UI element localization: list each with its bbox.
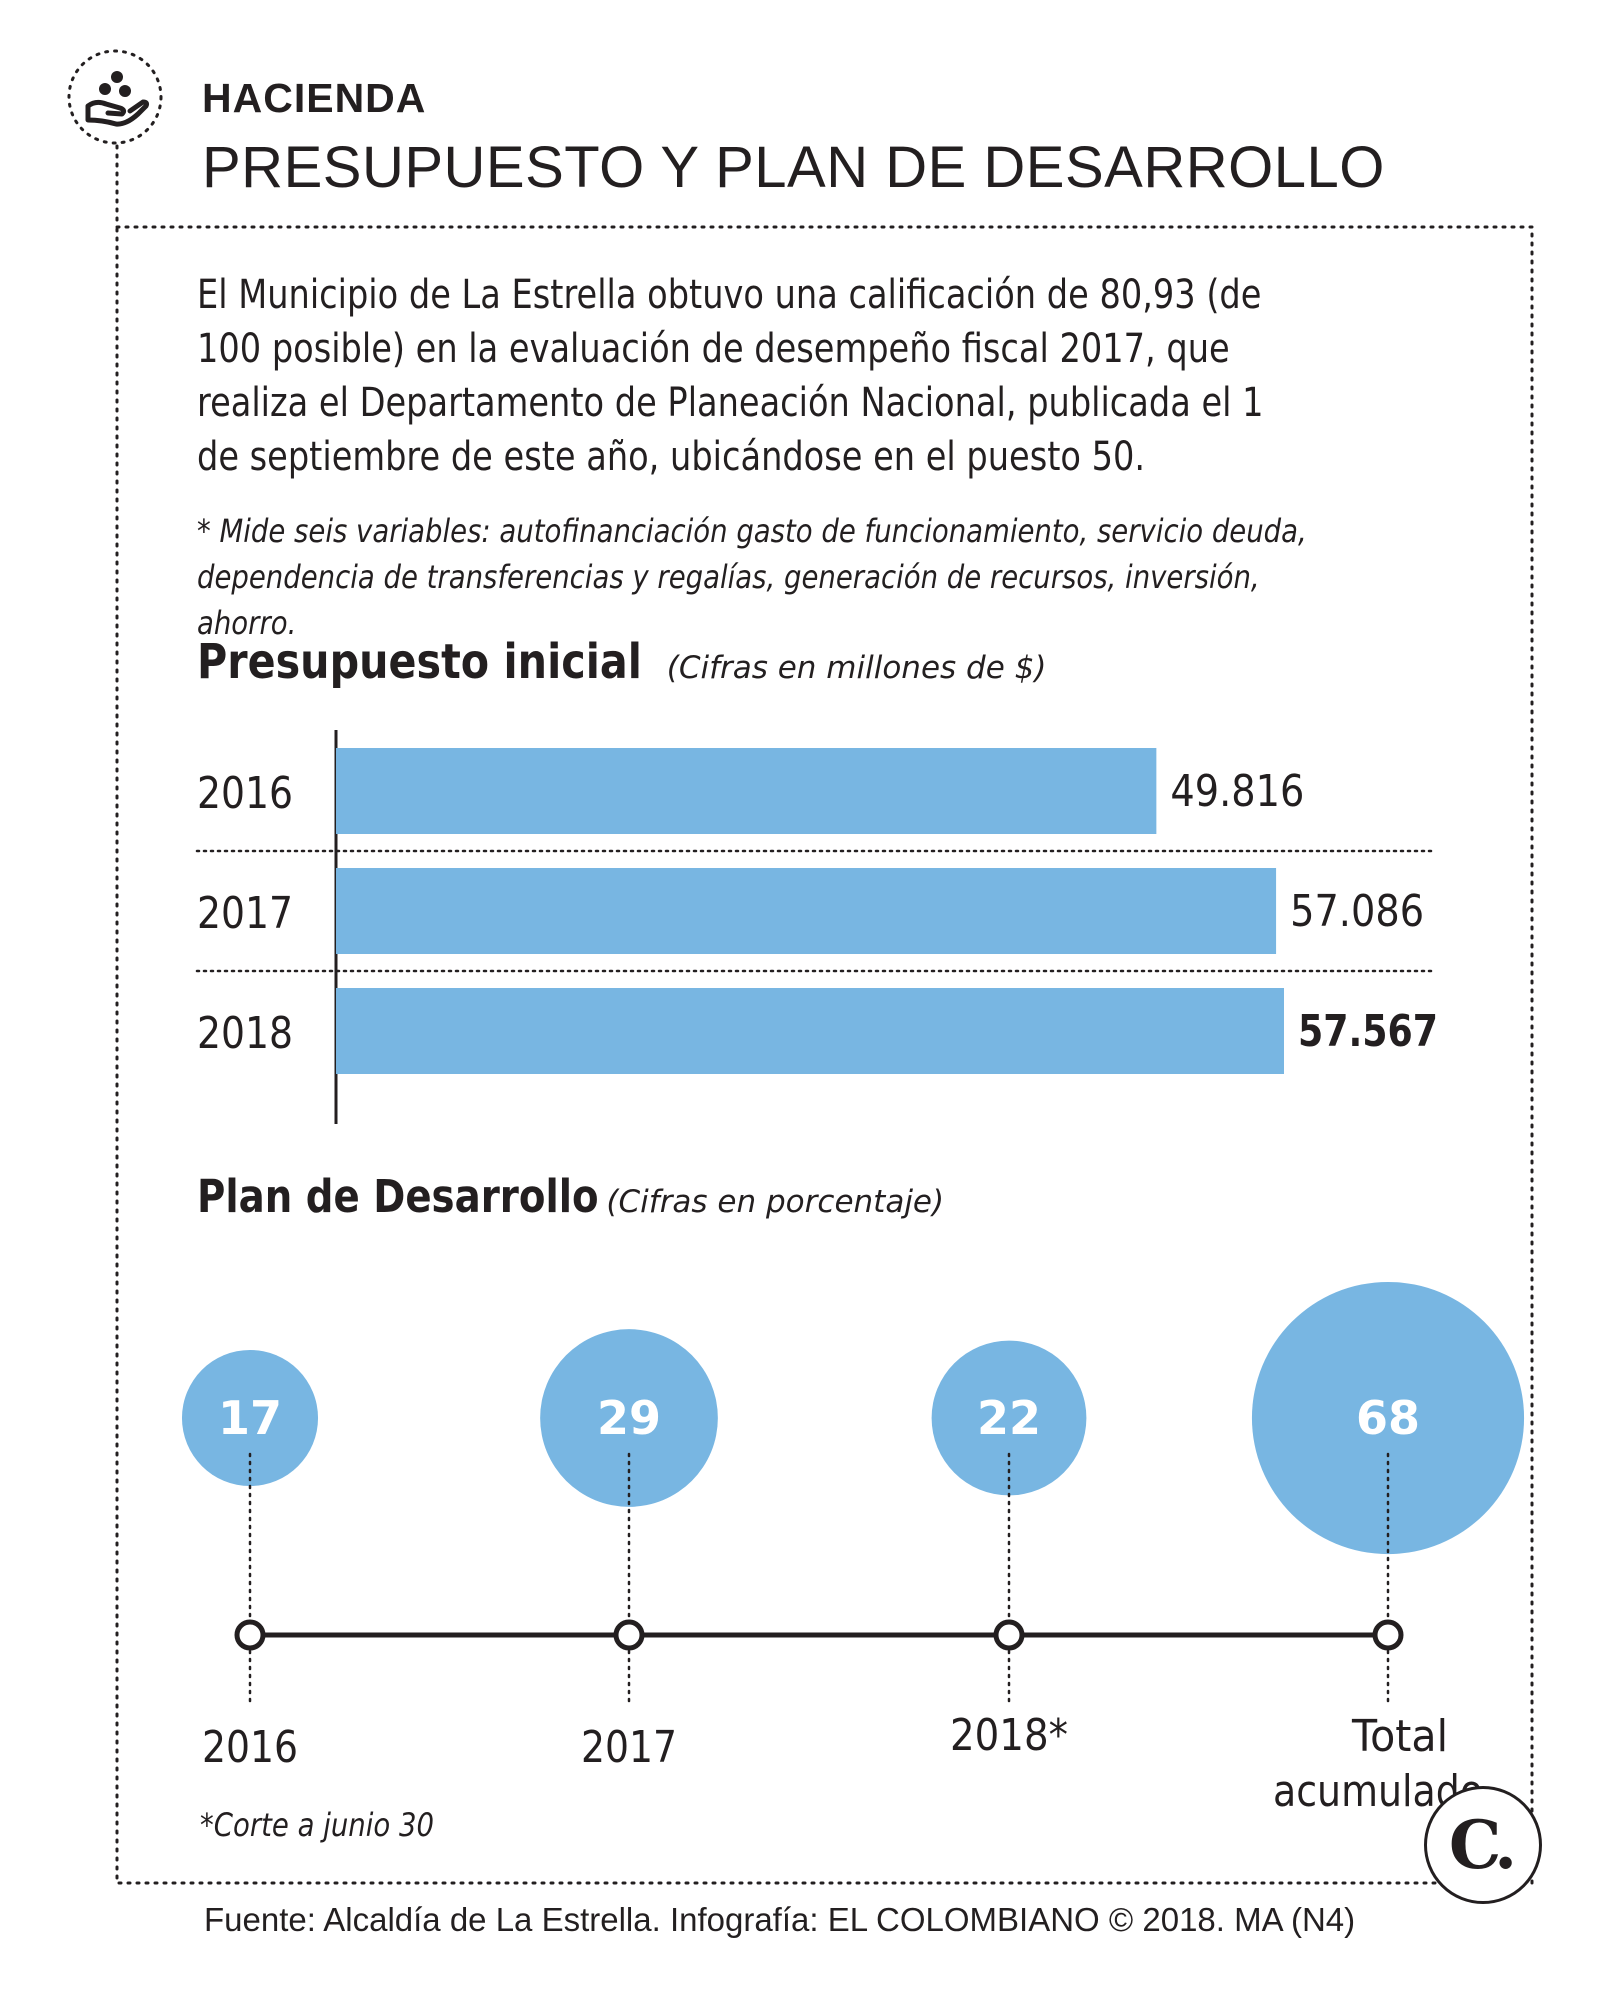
bubble-2: [540, 1329, 718, 1507]
bar-category-label: 2018: [197, 1008, 293, 1059]
bar-value-label: 57.086: [1290, 886, 1424, 937]
bar-category-label: 2017: [197, 888, 293, 939]
plan-chart-heading: Plan de Desarrollo (Cifras en porcentaje…: [197, 1170, 1006, 1223]
bubble-value-label: 29: [597, 1391, 661, 1445]
bubble-3: [931, 1340, 1087, 1496]
timeline-category-label: 2017: [581, 1722, 677, 1773]
bubble-value-label: 68: [1356, 1391, 1420, 1445]
timeline-category-label: 2018*: [950, 1710, 1068, 1761]
logo-letter: C.: [1448, 1806, 1517, 1884]
bar-2016: [336, 748, 1157, 834]
bar-value-label: 57.567: [1298, 1006, 1438, 1057]
timeline-category-label: 2016: [202, 1722, 298, 1773]
page-title: PRESUPUESTO Y PLAN DE DESARROLLO: [202, 135, 1385, 200]
timeline-node: [234, 1619, 266, 1651]
budget-chart-title: Presupuesto inicial: [197, 634, 642, 690]
bar-value-label: 49.816: [1170, 766, 1304, 817]
bar-2017: [336, 868, 1277, 954]
bar-category-label: 2016: [197, 768, 293, 819]
plan-chart-note: *Corte a junio 30: [200, 1806, 434, 1844]
source-credit: Fuente: Alcaldía de La Estrella. Infogra…: [204, 1901, 1356, 1938]
bubble-value-label: 22: [977, 1391, 1041, 1445]
timeline-node: [613, 1619, 645, 1651]
bubble-value-label: 17: [218, 1391, 282, 1445]
timeline-node: [1372, 1619, 1404, 1651]
hand-coins-icon: [85, 71, 150, 127]
budget-chart-subtitle: (Cifras en millones de $): [666, 650, 1047, 686]
budget-chart-heading: Presupuesto inicial (Cifras en millones …: [197, 634, 1098, 690]
el-colombiano-logo: C.: [1424, 1786, 1542, 1904]
section-label: HACIENDA: [202, 75, 427, 121]
intro-paragraph: El Municipio de La Estrella obtuvo una c…: [197, 272, 1264, 480]
timeline-node: [993, 1619, 1025, 1651]
bubble-1: [181, 1349, 319, 1487]
bubble-4: [1251, 1281, 1525, 1555]
intro-footnote: * Mide seis variables: autofinanciación …: [197, 512, 1307, 642]
timeline-category-label: Total: [1351, 1711, 1448, 1762]
plan-chart-title: Plan de Desarrollo: [197, 1170, 599, 1223]
plan-chart-subtitle: (Cifras en porcentaje): [606, 1184, 945, 1220]
bar-2018: [336, 988, 1284, 1074]
